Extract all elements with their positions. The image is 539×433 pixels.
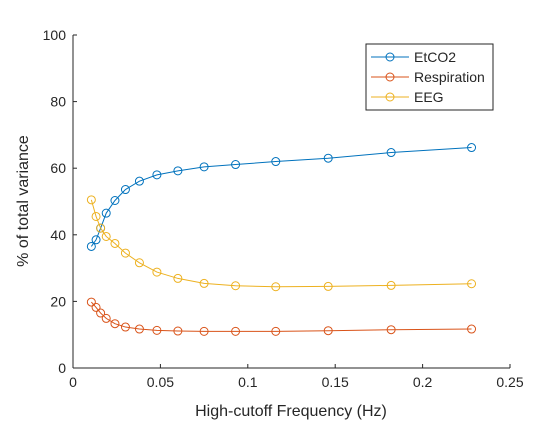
data-point-etco2 (467, 143, 477, 153)
data-point-etco2 (86, 241, 96, 251)
data-point-respiration (120, 322, 130, 332)
x-tick-label: 0.15 (322, 374, 349, 390)
data-point-etco2 (91, 235, 101, 245)
data-point-etco2 (199, 162, 209, 172)
data-point-etco2 (110, 196, 120, 206)
data-point-respiration (152, 325, 162, 335)
data-point-respiration (467, 324, 477, 334)
y-tick-label: 60 (50, 160, 66, 176)
data-point-eeg (173, 273, 183, 283)
data-point-respiration (231, 326, 241, 336)
data-point-respiration (386, 325, 396, 335)
data-point-respiration (134, 324, 144, 334)
data-point-etco2 (134, 176, 144, 186)
data-point-respiration (86, 297, 96, 307)
series-layer (86, 143, 477, 336)
x-axis-label: High-cutoff Frequency (Hz) (195, 403, 387, 420)
data-point-respiration (101, 313, 111, 323)
data-point-respiration (271, 326, 281, 336)
y-tick-label: 40 (50, 227, 66, 243)
data-point-eeg (120, 248, 130, 258)
data-point-eeg (152, 267, 162, 277)
data-point-respiration (323, 326, 333, 336)
data-point-respiration (199, 326, 209, 336)
data-point-eeg (110, 238, 120, 248)
legend-label-eeg: EEG (414, 89, 444, 105)
x-tick-label: 0.25 (496, 374, 523, 390)
y-axis-label: % of total variance (15, 135, 32, 267)
data-point-eeg (271, 282, 281, 292)
data-point-eeg (134, 258, 144, 268)
data-point-eeg (386, 280, 396, 290)
legend-marker-respiration (385, 72, 395, 82)
x-tick-label: 0.1 (238, 374, 258, 390)
data-point-eeg (467, 279, 477, 289)
data-point-eeg (323, 281, 333, 291)
data-point-etco2 (173, 166, 183, 176)
data-point-etco2 (152, 170, 162, 180)
data-point-eeg (101, 231, 111, 241)
x-tick-label: 0.2 (413, 374, 433, 390)
data-point-respiration (91, 302, 101, 312)
y-tick-label: 100 (43, 27, 67, 43)
data-point-eeg (199, 278, 209, 288)
y-tick-label: 80 (50, 94, 66, 110)
series-line-eeg (90, 199, 472, 288)
series-line-respiration (90, 301, 472, 332)
data-point-etco2 (120, 185, 130, 195)
data-point-respiration (110, 319, 120, 329)
legend-marker-eeg (385, 92, 395, 102)
y-tick-label: 20 (50, 293, 66, 309)
legend-marker-etco2 (385, 52, 395, 62)
data-point-eeg (86, 195, 96, 205)
data-point-eeg (91, 211, 101, 221)
data-point-etco2 (271, 157, 281, 167)
legend: EtCO2 Respiration EEG (365, 43, 494, 111)
data-point-etco2 (101, 208, 111, 218)
data-point-etco2 (323, 153, 333, 163)
legend-label-respiration: Respiration (414, 69, 485, 85)
legend-label-etco2: EtCO2 (414, 49, 456, 65)
x-tick-label: 0 (69, 374, 77, 390)
data-point-eeg (96, 223, 106, 233)
axes: 0 0.05 0.1 0.15 0.2 0.25 0 20 40 60 80 100 (43, 27, 524, 390)
x-tick-label: 0.05 (147, 374, 174, 390)
data-point-respiration (96, 308, 106, 318)
data-point-etco2 (231, 160, 241, 170)
data-point-etco2 (386, 148, 396, 158)
data-point-eeg (231, 281, 241, 291)
data-point-respiration (173, 326, 183, 336)
y-tick-label: 0 (58, 360, 66, 376)
series-line-etco2 (90, 147, 472, 247)
